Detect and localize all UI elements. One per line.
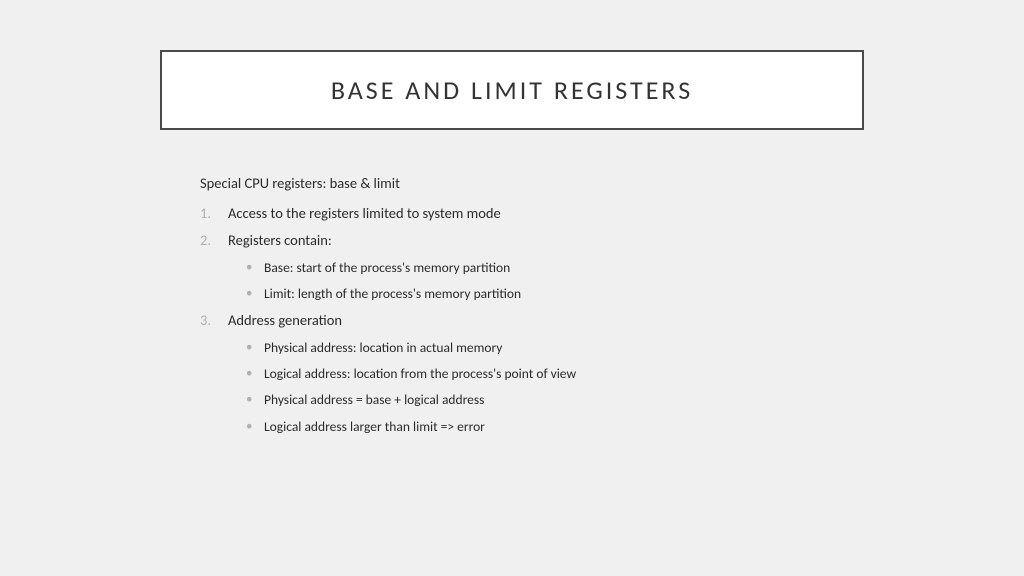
list-item: Address generation Physical address: loc…: [200, 307, 934, 440]
list-item-text: Access to the registers limited to syste…: [228, 204, 501, 222]
list-item: Access to the registers limited to syste…: [200, 200, 934, 228]
sub-list-item: Physical address = base + logical addres…: [246, 387, 934, 413]
title-box: BASE AND LIMIT REGISTERS: [160, 50, 864, 130]
sub-list-item: Logical address larger than limit => err…: [246, 414, 934, 440]
numbered-list: Access to the registers limited to syste…: [200, 200, 934, 441]
sub-list: Base: start of the process's memory part…: [228, 255, 934, 308]
slide-content: Special CPU registers: base & limit Acce…: [90, 170, 934, 440]
list-item-text: Address generation: [228, 311, 342, 329]
slide-title: BASE AND LIMIT REGISTERS: [192, 74, 832, 106]
sub-list: Physical address: location in actual mem…: [228, 335, 934, 440]
slide: BASE AND LIMIT REGISTERS Special CPU reg…: [0, 0, 1024, 576]
sub-list-item: Logical address: location from the proce…: [246, 361, 934, 387]
list-item-text: Registers contain:: [228, 231, 332, 249]
sub-list-item: Limit: length of the process's memory pa…: [246, 281, 934, 307]
intro-text: Special CPU registers: base & limit: [200, 170, 934, 198]
sub-list-item: Base: start of the process's memory part…: [246, 255, 934, 281]
list-item: Registers contain: Base: start of the pr…: [200, 227, 934, 307]
sub-list-item: Physical address: location in actual mem…: [246, 335, 934, 361]
